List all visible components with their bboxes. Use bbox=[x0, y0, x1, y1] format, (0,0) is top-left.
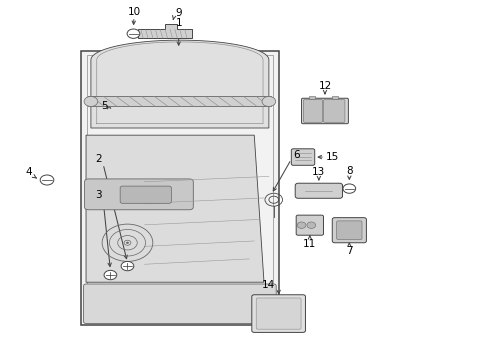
Polygon shape bbox=[91, 40, 268, 128]
FancyBboxPatch shape bbox=[251, 295, 305, 332]
Text: 7: 7 bbox=[346, 246, 352, 256]
FancyBboxPatch shape bbox=[83, 284, 276, 323]
Circle shape bbox=[121, 261, 134, 271]
Bar bbox=[88, 96, 271, 107]
Circle shape bbox=[297, 222, 305, 228]
Bar bbox=[308, 96, 314, 99]
Bar bbox=[331, 96, 337, 99]
FancyBboxPatch shape bbox=[301, 98, 347, 124]
Circle shape bbox=[262, 96, 275, 107]
FancyBboxPatch shape bbox=[256, 298, 301, 329]
FancyBboxPatch shape bbox=[87, 55, 272, 321]
Circle shape bbox=[306, 222, 315, 228]
Text: 9: 9 bbox=[175, 8, 182, 18]
Text: 8: 8 bbox=[346, 166, 352, 176]
Circle shape bbox=[104, 270, 117, 280]
Polygon shape bbox=[86, 135, 264, 282]
Text: 10: 10 bbox=[127, 7, 140, 17]
Circle shape bbox=[40, 175, 54, 185]
FancyBboxPatch shape bbox=[84, 179, 193, 210]
Polygon shape bbox=[138, 24, 192, 39]
FancyBboxPatch shape bbox=[336, 221, 361, 239]
FancyBboxPatch shape bbox=[331, 218, 366, 243]
FancyBboxPatch shape bbox=[291, 149, 314, 165]
Text: 2: 2 bbox=[95, 154, 102, 164]
Circle shape bbox=[84, 96, 98, 107]
Text: 4: 4 bbox=[25, 167, 32, 177]
FancyBboxPatch shape bbox=[295, 183, 342, 198]
FancyBboxPatch shape bbox=[296, 215, 323, 235]
FancyBboxPatch shape bbox=[323, 100, 344, 122]
Text: 3: 3 bbox=[95, 190, 102, 200]
Text: 5: 5 bbox=[101, 101, 108, 111]
Text: 1: 1 bbox=[175, 18, 182, 28]
FancyBboxPatch shape bbox=[120, 186, 171, 203]
Text: 13: 13 bbox=[312, 167, 325, 177]
FancyBboxPatch shape bbox=[303, 100, 322, 122]
Text: 15: 15 bbox=[325, 152, 338, 162]
Circle shape bbox=[342, 184, 355, 193]
Text: 11: 11 bbox=[303, 239, 316, 249]
Text: 6: 6 bbox=[292, 150, 299, 160]
Circle shape bbox=[127, 29, 140, 39]
Circle shape bbox=[126, 242, 129, 244]
Text: 12: 12 bbox=[318, 81, 331, 91]
Text: 14: 14 bbox=[262, 280, 275, 290]
FancyBboxPatch shape bbox=[81, 51, 278, 325]
